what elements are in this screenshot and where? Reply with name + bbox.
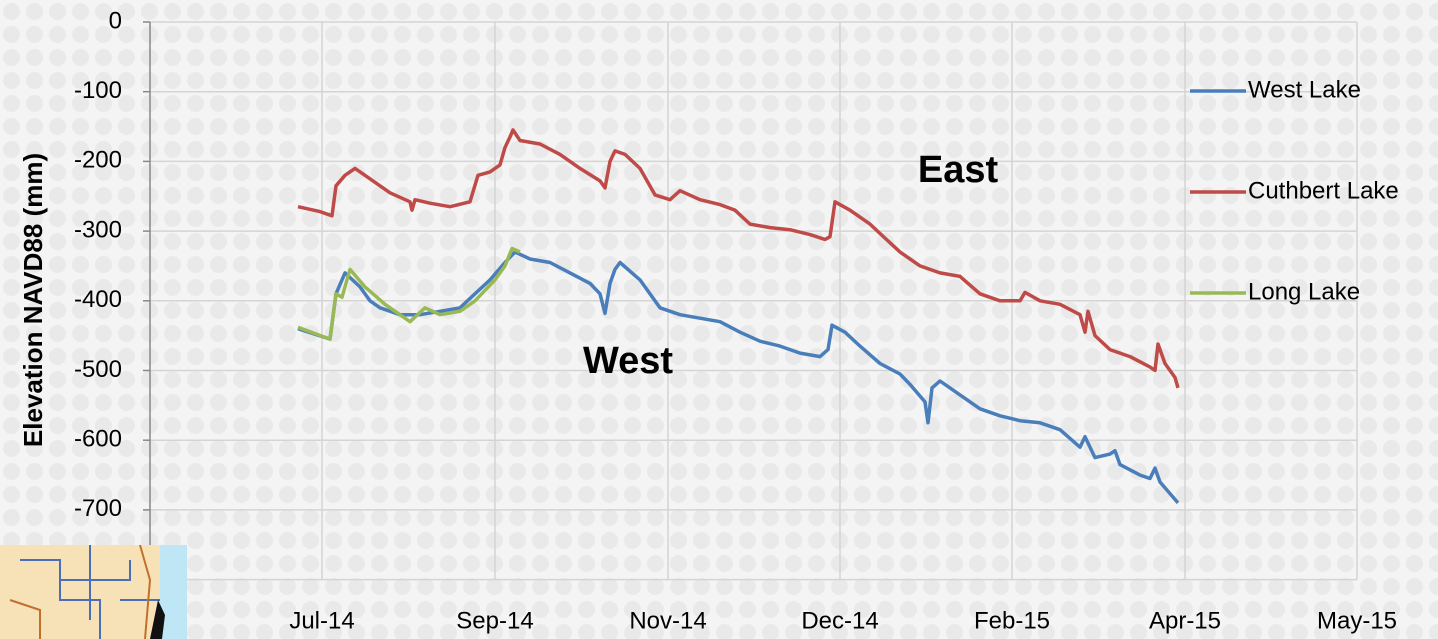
map-marker bbox=[150, 600, 165, 639]
y-axis-label: Elevation NAVD88 (mm) bbox=[18, 153, 48, 447]
legend-label: Cuthbert Lake bbox=[1248, 177, 1399, 204]
y-tick-label: -700 bbox=[74, 495, 122, 522]
x-tick-label: Apr-15 bbox=[1149, 607, 1221, 634]
series-line bbox=[297, 246, 521, 341]
x-tick-label: Sep-14 bbox=[456, 607, 533, 634]
map-inset bbox=[0, 544, 187, 639]
y-tick-label: -500 bbox=[74, 356, 122, 383]
series-line bbox=[297, 128, 1180, 389]
y-tick-label: -300 bbox=[74, 216, 122, 243]
plot-area: 0-100-200-300-400-500-600-700-800Jun-14J… bbox=[74, 7, 1399, 634]
y-tick-label: -400 bbox=[74, 286, 122, 313]
x-tick-label: May-15 bbox=[1317, 607, 1397, 634]
annotation: East bbox=[918, 149, 999, 191]
map-water bbox=[160, 545, 187, 639]
y-tick-label: -600 bbox=[74, 426, 122, 453]
legend-label: Long Lake bbox=[1248, 278, 1360, 305]
map-roads bbox=[20, 545, 160, 639]
annotation: West bbox=[583, 340, 673, 382]
series-line bbox=[297, 250, 1180, 505]
legend-label: West Lake bbox=[1248, 76, 1361, 103]
x-tick-label: Nov-14 bbox=[629, 607, 706, 634]
x-tick-label: Feb-15 bbox=[974, 607, 1050, 634]
x-tick-label: Jul-14 bbox=[289, 607, 354, 634]
map-boundary bbox=[9, 544, 152, 639]
y-tick-label: 0 bbox=[109, 7, 122, 34]
y-tick-label: -200 bbox=[74, 147, 122, 174]
x-tick-label: Dec-14 bbox=[801, 607, 878, 634]
y-tick-label: -100 bbox=[74, 77, 122, 104]
